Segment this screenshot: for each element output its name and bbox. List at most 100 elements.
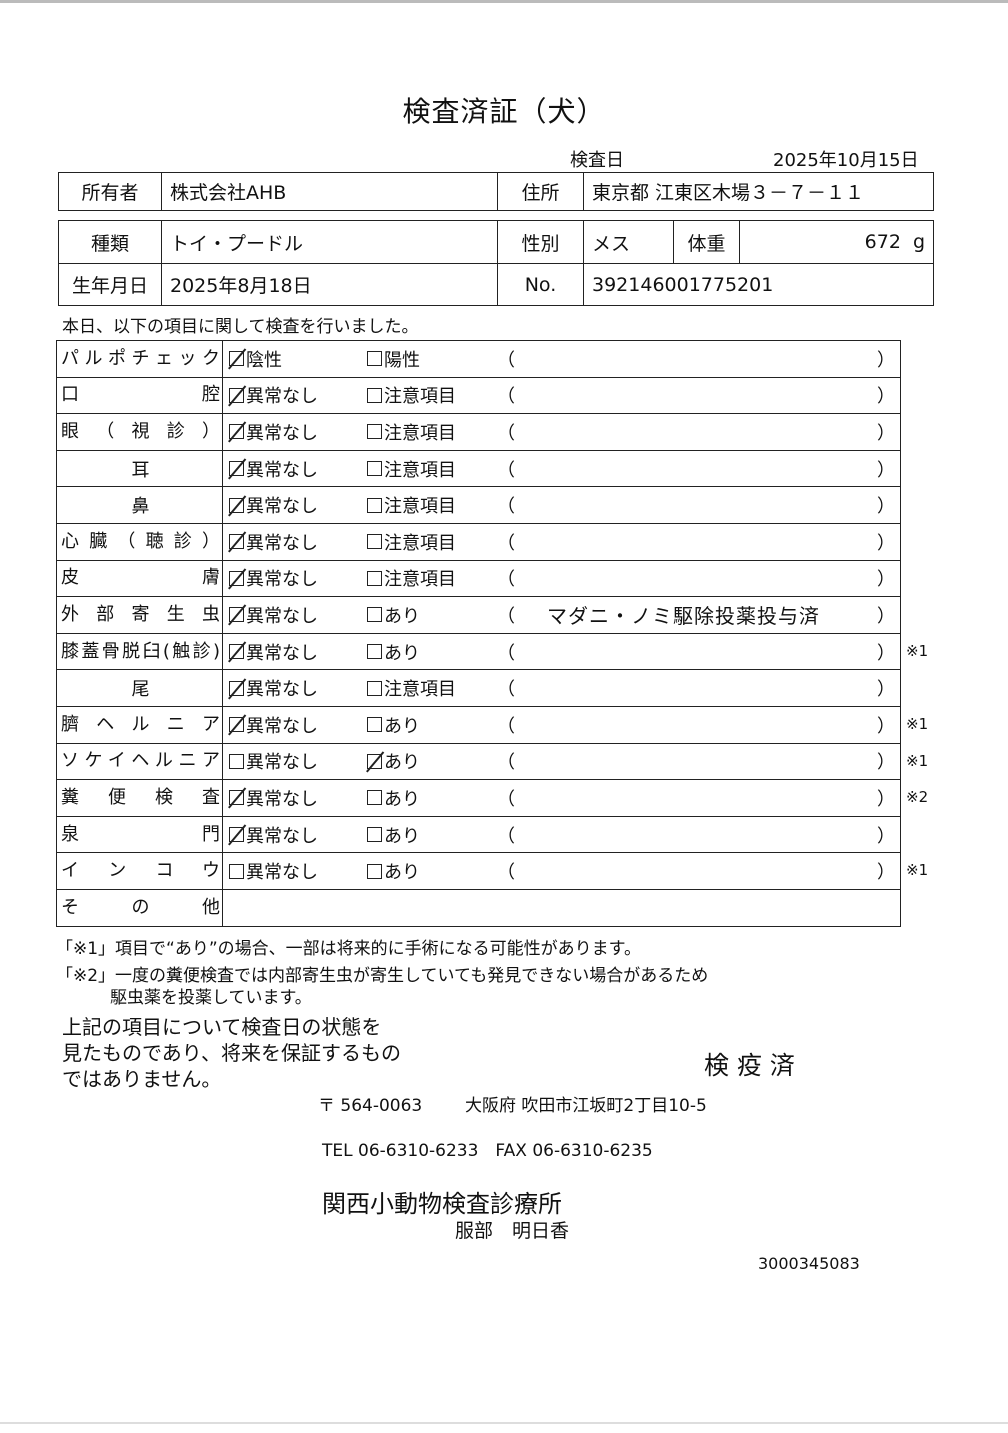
option-normal[interactable]: 異常なし	[229, 597, 318, 633]
checkbox[interactable]	[367, 461, 382, 477]
checkbox[interactable]	[367, 717, 382, 733]
option-abnormal[interactable]: あり	[367, 817, 420, 853]
paren-open: （	[497, 715, 515, 737]
item-label-cell: 臍ヘルニア	[57, 707, 223, 743]
option-abnormal[interactable]: あり	[367, 853, 420, 889]
checkbox[interactable]	[367, 753, 382, 769]
checkbox[interactable]	[367, 790, 382, 806]
paren-close: ）	[877, 605, 895, 627]
paren-close: ）	[877, 569, 895, 591]
page-title: 検査済証（犬）	[402, 95, 606, 128]
item-label: ソケイヘルニア	[61, 750, 220, 772]
checkbox[interactable]	[229, 534, 244, 550]
checkbox[interactable]	[229, 827, 244, 843]
paren-open: （	[497, 679, 515, 701]
checkbox[interactable]	[367, 863, 382, 879]
option-abnormal[interactable]: あり	[367, 744, 420, 780]
option-normal[interactable]: 異常なし	[229, 561, 318, 597]
checkbox[interactable]	[229, 790, 244, 806]
option-label: 異常なし	[246, 825, 318, 847]
checkbox[interactable]	[367, 607, 382, 623]
option-label: 注意項目	[384, 532, 456, 554]
paren-open: （	[497, 605, 515, 627]
checkbox[interactable]	[229, 753, 244, 769]
option-abnormal[interactable]: 注意項目	[367, 451, 456, 487]
option-normal[interactable]: 異常なし	[229, 780, 318, 816]
option-abnormal[interactable]: 注意項目	[367, 561, 456, 597]
address-value: 東京都 江東区木場３－７－１１	[583, 173, 933, 210]
option-normal[interactable]: 異常なし	[229, 414, 318, 450]
disclaimer: 上記の項目について検査日の状態を 見たものであり、将来を保証するもの ではありま…	[62, 1014, 401, 1092]
option-abnormal[interactable]: 陽性	[367, 341, 420, 377]
checkbox[interactable]	[229, 570, 244, 586]
inspection-row: 心臓（聴診） 異常なし 注意項目 （ ）	[57, 524, 900, 561]
checkbox[interactable]	[367, 570, 382, 586]
option-label: あり	[384, 862, 420, 884]
checkbox[interactable]	[229, 863, 244, 879]
option-abnormal[interactable]: 注意項目	[367, 524, 456, 560]
intro-text: 本日、以下の項目に関して検査を行いました。	[62, 317, 419, 337]
option-normal[interactable]: 異常なし	[229, 707, 318, 743]
option-normal[interactable]: 異常なし	[229, 524, 318, 560]
item-label-cell: 鼻	[57, 487, 223, 523]
checkbox[interactable]	[229, 461, 244, 477]
option-normal[interactable]: 異常なし	[229, 670, 318, 706]
checkbox[interactable]	[229, 680, 244, 696]
note-marker: ※1	[906, 861, 929, 880]
checkbox[interactable]	[229, 387, 244, 403]
checkbox[interactable]	[229, 497, 244, 513]
option-normal[interactable]: 異常なし	[229, 378, 318, 414]
option-label: 注意項目	[384, 679, 456, 701]
option-label: あり	[384, 605, 420, 627]
item-label: 泉 門	[61, 823, 220, 845]
sex-value: メス	[583, 221, 673, 263]
paren-open: （	[497, 349, 515, 371]
option-abnormal[interactable]: あり	[367, 707, 420, 743]
option-abnormal[interactable]: 注意項目	[367, 487, 456, 523]
checkbox[interactable]	[367, 351, 382, 367]
checkbox[interactable]	[367, 644, 382, 660]
checkbox[interactable]	[367, 534, 382, 550]
exam-date-label: 検査日	[570, 150, 624, 171]
option-label: 異常なし	[246, 459, 318, 481]
option-abnormal[interactable]: あり	[367, 780, 420, 816]
item-label-cell: 心臓（聴診）	[57, 524, 223, 560]
checkbox[interactable]	[229, 717, 244, 733]
inspection-row: 泉 門 異常なし あり （ ）	[57, 816, 900, 854]
inspection-row: 糞便検査 異常なし あり （ ）	[57, 780, 900, 817]
checkbox[interactable]	[229, 607, 244, 623]
weight-value: 672	[864, 231, 901, 253]
checkbox[interactable]	[367, 424, 382, 440]
clinic-name: 関西小動物検査診療所	[322, 1190, 562, 1218]
option-abnormal[interactable]: あり	[367, 634, 420, 670]
option-normal[interactable]: 異常なし	[229, 744, 318, 780]
checkbox[interactable]	[367, 680, 382, 696]
option-normal[interactable]: 異常なし	[229, 817, 318, 853]
item-label: 尾	[131, 679, 150, 701]
option-normal[interactable]: 異常なし	[229, 634, 318, 670]
checkbox[interactable]	[229, 644, 244, 660]
number-value: 392146001775201	[583, 264, 933, 305]
document-id: 3000345083	[758, 1254, 860, 1273]
checkbox[interactable]	[229, 424, 244, 440]
owner-value: 株式会社AHB	[161, 173, 497, 210]
option-abnormal[interactable]: 注意項目	[367, 414, 456, 450]
birth-label: 生年月日	[71, 275, 148, 297]
checkbox[interactable]	[229, 351, 244, 367]
option-normal[interactable]: 異常なし	[229, 487, 318, 523]
option-normal[interactable]: 陰性	[229, 341, 282, 377]
checkbox[interactable]	[367, 387, 382, 403]
number-label: No.	[497, 264, 583, 305]
checkbox[interactable]	[367, 827, 382, 843]
option-abnormal[interactable]: 注意項目	[367, 378, 456, 414]
option-abnormal[interactable]: 注意項目	[367, 670, 456, 706]
inspection-row: パルポチェック 陰性 陽性 （ ）	[57, 341, 900, 378]
option-normal[interactable]: 異常なし	[229, 451, 318, 487]
note-marker: ※1	[906, 751, 929, 770]
disclaimer-line: ではありません。	[62, 1067, 222, 1091]
paren-close: ）	[877, 496, 895, 518]
checkbox[interactable]	[367, 497, 382, 513]
option-abnormal[interactable]: あり	[367, 597, 420, 633]
option-normal[interactable]: 異常なし	[229, 853, 318, 889]
paren-open: （	[497, 496, 515, 518]
